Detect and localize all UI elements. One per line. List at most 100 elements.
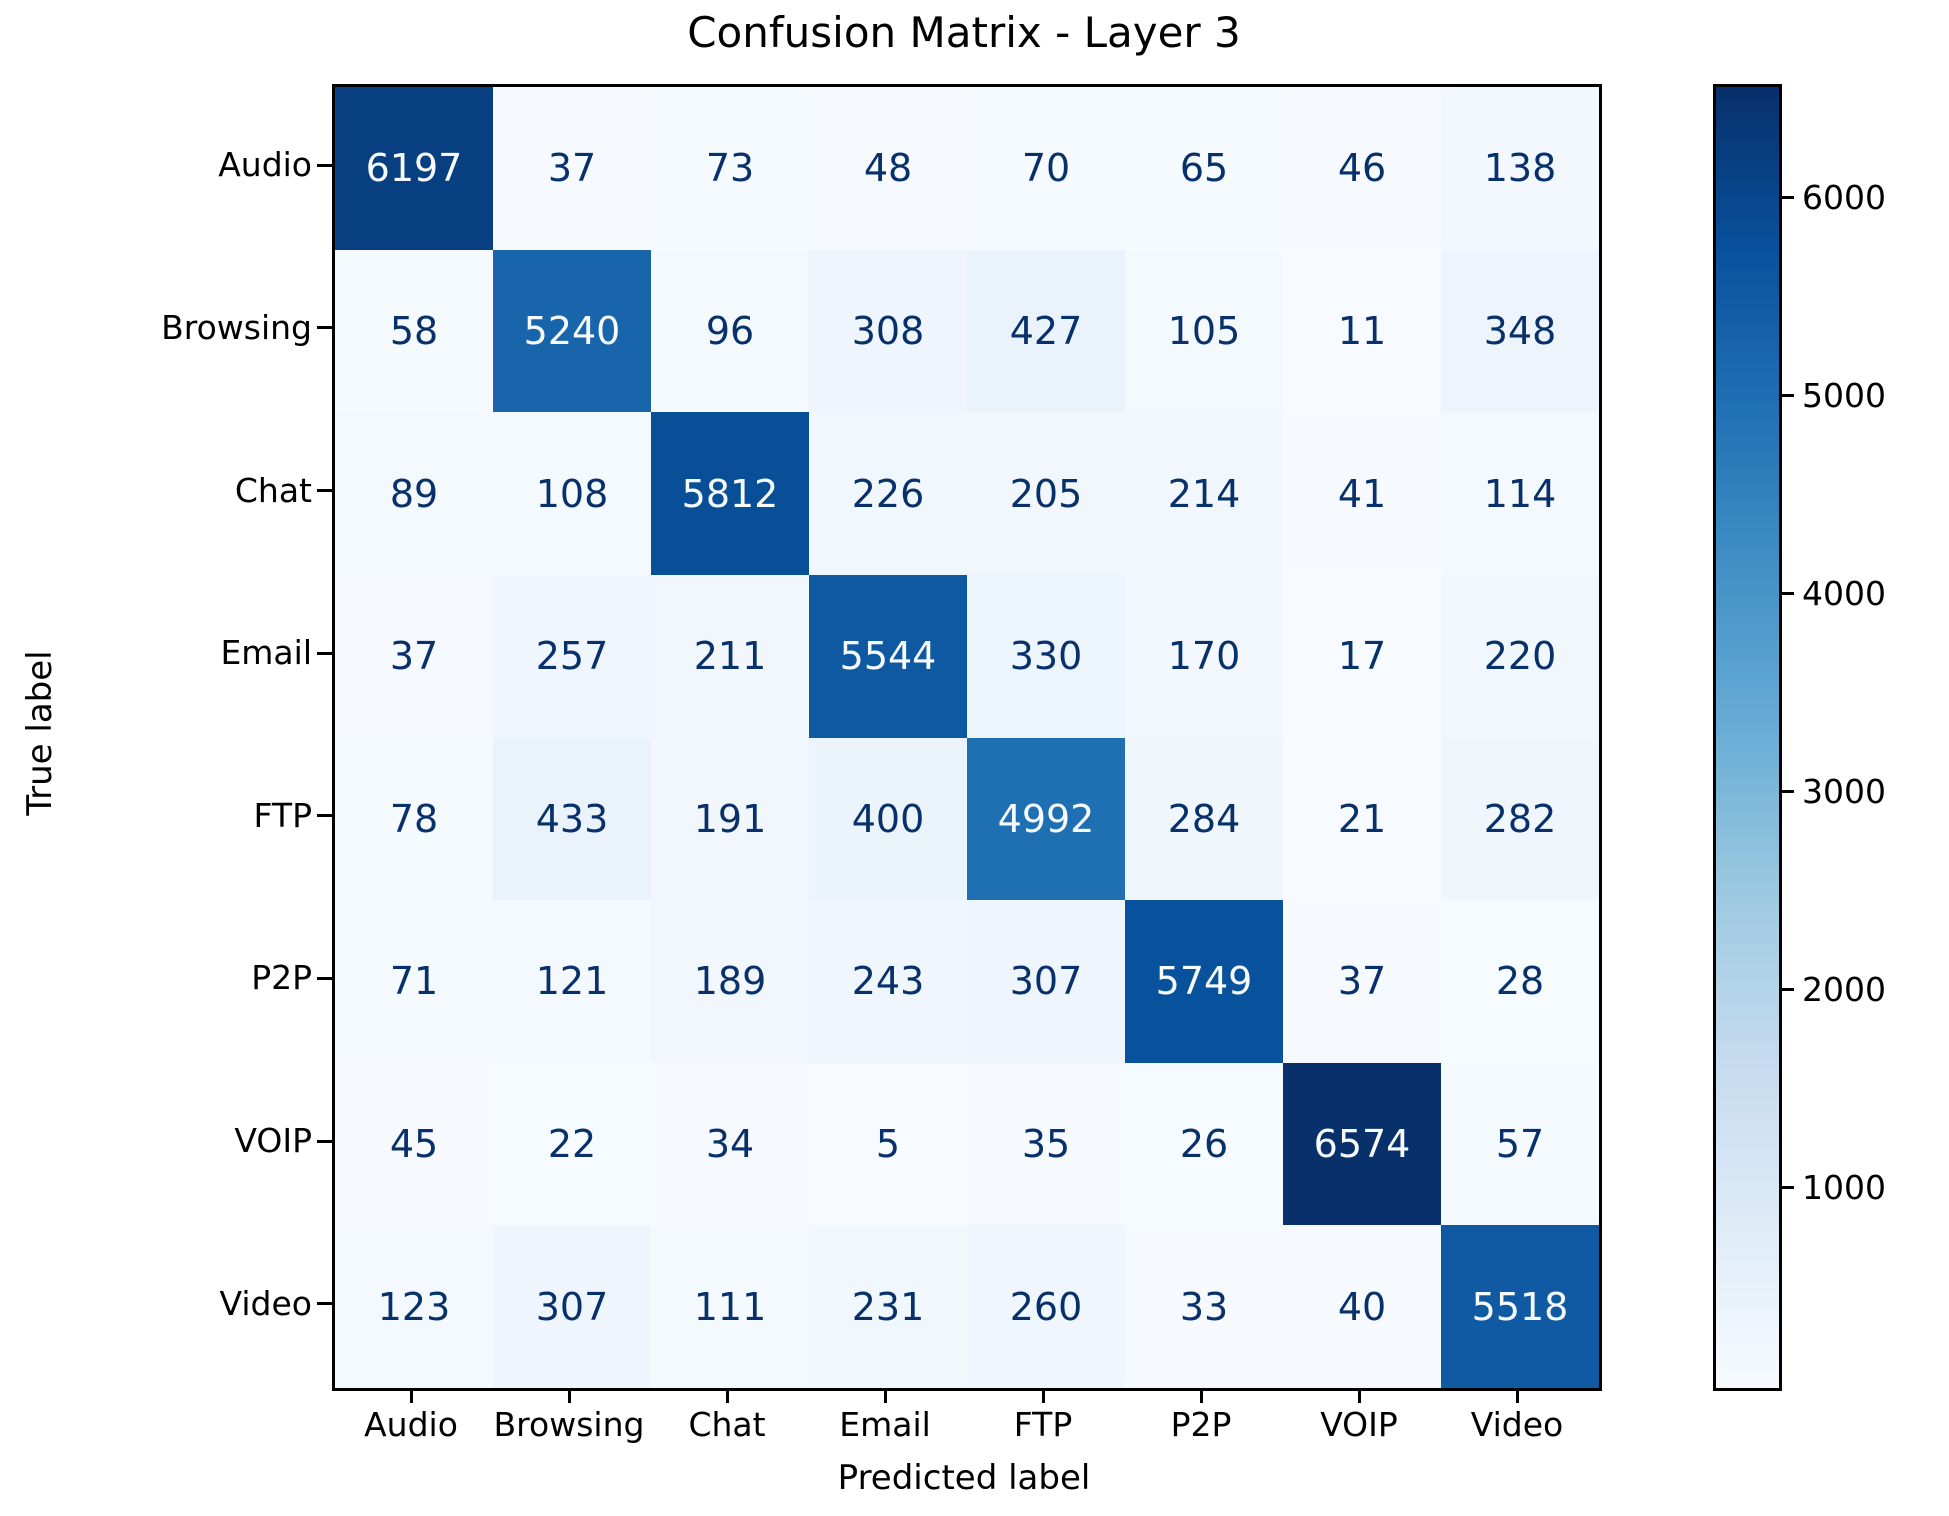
matrix-cell: 37 [335,574,493,738]
y-tick-mark [317,814,332,818]
matrix-cell: 231 [809,1225,967,1388]
matrix-cell: 40 [1283,1225,1441,1388]
matrix-cell: 34 [651,1062,809,1226]
y-tick-label: Browsing [161,307,312,347]
matrix-cell: 243 [809,900,967,1063]
matrix-cell: 282 [1441,737,1599,901]
y-tick-label: Video [219,1283,312,1323]
matrix-cell: 21 [1283,737,1441,901]
matrix-cell: 4992 [967,737,1125,901]
colorbar-tick-label: 4000 [1802,573,1886,613]
matrix-cell: 78 [335,737,493,901]
x-tick-mark [1515,1388,1519,1403]
matrix-cell: 5518 [1441,1225,1599,1388]
matrix-cell: 226 [809,412,967,575]
x-tick-label: Video [1470,1405,1564,1444]
matrix-cell: 5 [809,1062,967,1226]
matrix-cell: 138 [1441,87,1599,250]
matrix-cell: 11 [1283,249,1441,413]
colorbar-tick-label: 5000 [1802,375,1886,415]
y-tick-mark [317,651,332,655]
colorbar-tick-label: 3000 [1802,771,1886,811]
matrix-cell: 348 [1441,249,1599,413]
matrix-cell: 28 [1441,900,1599,1063]
matrix-cell: 6197 [335,87,493,250]
x-tick-mark [725,1388,729,1403]
heatmap-plot-area: 6197 37 73 48 70 65 46 138 58 5240 96 308 427 105 11 34… [332,84,1602,1391]
matrix-cell: 260 [967,1225,1125,1388]
matrix-cell: 65 [1125,87,1283,250]
y-tick-mark [317,1302,332,1306]
matrix-cell: 307 [967,900,1125,1063]
matrix-cell: 33 [1125,1225,1283,1388]
y-tick-label: P2P [251,958,312,998]
matrix-cell: 48 [809,87,967,250]
colorbar-tick-label: 6000 [1802,177,1886,217]
matrix-cell: 26 [1125,1062,1283,1226]
matrix-cell: 37 [1283,900,1441,1063]
x-tick-label: FTP [1013,1405,1073,1444]
matrix-cell: 35 [967,1062,1125,1226]
x-tick-mark [567,1388,571,1403]
colorbar-tick-mark [1779,394,1794,398]
matrix-cell: 123 [335,1225,493,1388]
colorbar-tick-mark [1779,592,1794,596]
matrix-cell: 70 [967,87,1125,250]
matrix-cell: 5544 [809,574,967,738]
x-tick-label: Chat [688,1405,766,1444]
matrix-cell: 41 [1283,412,1441,575]
matrix-cell: 220 [1441,574,1599,738]
matrix-cell: 211 [651,574,809,738]
y-tick-label: VOIP [234,1121,312,1161]
colorbar [1713,84,1782,1391]
matrix-cell: 111 [651,1225,809,1388]
matrix-cell: 58 [335,249,493,413]
matrix-cell: 170 [1125,574,1283,738]
matrix-cell: 5812 [651,412,809,575]
matrix-cell: 57 [1441,1062,1599,1226]
matrix-cell: 284 [1125,737,1283,901]
x-tick-mark [1357,1388,1361,1403]
colorbar-tick-mark [1779,196,1794,200]
matrix-cell: 71 [335,900,493,1063]
y-axis-title: True label [20,650,60,816]
x-tick-mark [883,1388,887,1403]
x-tick-label: P2P [1170,1405,1232,1444]
y-tick-mark [317,1139,332,1143]
chart-title: Confusion Matrix - Layer 3 [687,8,1241,57]
matrix-cell: 37 [493,87,651,250]
y-tick-mark [317,163,332,167]
matrix-cell: 114 [1441,412,1599,575]
colorbar-tick-mark [1779,988,1794,992]
matrix-cell: 400 [809,737,967,901]
x-tick-label: Browsing [493,1405,645,1444]
matrix-cell: 22 [493,1062,651,1226]
colorbar-tick-label: 1000 [1802,1167,1886,1207]
x-axis-title: Predicted label [837,1458,1091,1498]
matrix-cell: 307 [493,1225,651,1388]
y-tick-mark [317,976,332,980]
matrix-cell: 6574 [1283,1062,1441,1226]
y-tick-label: FTP [253,795,312,835]
y-tick-mark [317,489,332,493]
matrix-cell: 121 [493,900,651,1063]
matrix-cell: 45 [335,1062,493,1226]
matrix-cell: 17 [1283,574,1441,738]
matrix-cell: 73 [651,87,809,250]
matrix-cell: 89 [335,412,493,575]
y-tick-label: Chat [234,470,312,510]
matrix-cell: 330 [967,574,1125,738]
colorbar-tick-mark [1779,790,1794,794]
colorbar-tick-label: 2000 [1802,969,1886,1009]
x-tick-label: Audio [364,1405,458,1444]
x-tick-mark [1041,1388,1045,1403]
matrix-cell: 427 [967,249,1125,413]
x-tick-label: VOIP [1320,1405,1398,1444]
y-tick-mark [317,326,332,330]
matrix-cell: 108 [493,412,651,575]
x-tick-label: Email [839,1405,931,1444]
matrix-cell: 5749 [1125,900,1283,1063]
colorbar-tick-mark [1779,1186,1794,1190]
x-tick-mark [1199,1388,1203,1403]
